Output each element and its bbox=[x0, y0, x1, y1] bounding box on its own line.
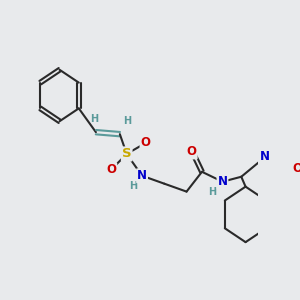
Text: N: N bbox=[218, 175, 227, 188]
Text: O: O bbox=[106, 163, 116, 176]
Text: O: O bbox=[187, 146, 197, 158]
Text: H: H bbox=[130, 181, 138, 191]
Text: S: S bbox=[122, 148, 131, 160]
Text: H: H bbox=[123, 116, 131, 126]
Text: H: H bbox=[90, 114, 98, 124]
Text: N: N bbox=[137, 169, 147, 182]
Text: O: O bbox=[140, 136, 151, 148]
Text: O: O bbox=[292, 162, 300, 175]
Text: N: N bbox=[260, 150, 270, 164]
Text: H: H bbox=[208, 187, 216, 196]
